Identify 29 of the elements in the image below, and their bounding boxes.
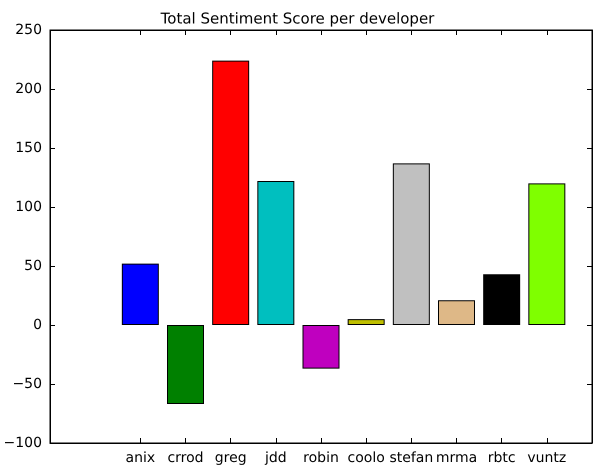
y-tick-label: 200: [15, 81, 42, 97]
bar: [438, 300, 475, 325]
y-tick-label: 50: [24, 258, 42, 274]
x-tick-label: anix: [126, 450, 156, 465]
bar: [167, 325, 204, 404]
bar: [392, 163, 430, 325]
y-tick-label: 100: [15, 199, 42, 215]
x-tick-label: vuntz: [527, 450, 566, 465]
y-tick-label: −100: [4, 435, 42, 451]
x-tick-label: robin: [303, 450, 339, 465]
x-tick-label: coolo: [348, 450, 385, 465]
bar: [122, 264, 159, 325]
x-tick-label: jdd: [264, 450, 287, 465]
bar: [257, 181, 294, 325]
y-tick-label: −50: [12, 376, 42, 392]
bar: [528, 183, 566, 325]
y-tick-label: 150: [15, 140, 42, 156]
y-tick-label: 0: [33, 317, 42, 333]
x-tick-label: mrma: [436, 450, 478, 465]
y-tick-label: 250: [15, 22, 42, 38]
x-tick-label: greg: [214, 450, 247, 465]
bar: [212, 60, 250, 325]
x-tick-label: rbtc: [488, 450, 516, 465]
x-tick-label: crrod: [167, 450, 204, 465]
bar: [483, 274, 520, 325]
chart-title: Total Sentiment Score per developer: [160, 10, 436, 28]
bar: [348, 319, 385, 325]
bar: [302, 325, 340, 369]
x-tick-label: stefan: [389, 450, 434, 465]
